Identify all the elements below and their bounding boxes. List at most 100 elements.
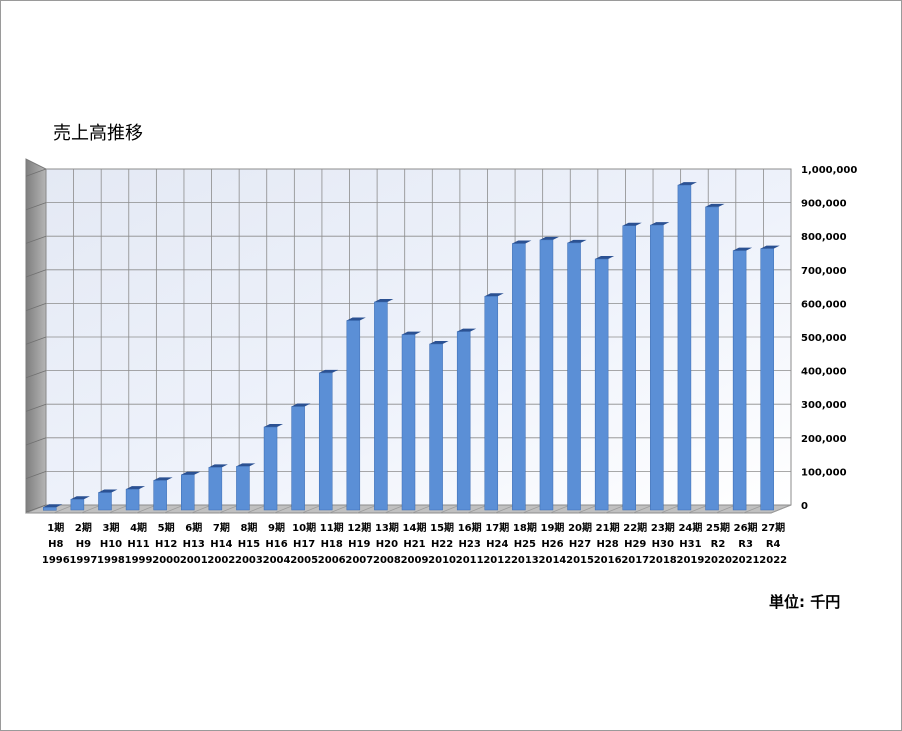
side-grid-line — [25, 235, 47, 244]
bar — [594, 258, 609, 511]
x-tick-label: 12期 — [347, 521, 371, 534]
x-tick-label: H22 — [431, 539, 453, 550]
chart-title: 売上高推移 — [53, 123, 143, 144]
bar-top — [567, 239, 587, 243]
x-tick-label: 2013 — [511, 555, 539, 566]
bar-top — [43, 504, 63, 508]
bar — [567, 242, 581, 511]
bar-top — [484, 293, 504, 297]
bar — [705, 206, 719, 511]
x-tick-label: R2 — [711, 539, 726, 550]
x-tick-label: 2021 — [732, 555, 760, 566]
bar — [208, 467, 223, 511]
floor-grid-line — [743, 504, 764, 514]
x-tick-label: 2018 — [649, 555, 677, 566]
bar — [125, 488, 140, 511]
floor-grid-line — [577, 504, 599, 514]
bar-top — [208, 464, 228, 468]
x-tick-label: 9期 — [268, 521, 285, 534]
x-tick-label: 18期 — [513, 521, 537, 534]
floor-grid-line — [715, 504, 736, 514]
bar-top — [236, 463, 256, 467]
floor-grid-line — [218, 504, 240, 514]
y-tick-label: 300,000 — [801, 400, 847, 411]
floor-grid-line — [246, 504, 267, 514]
floor-grid-line — [274, 504, 295, 514]
floor-grid-line — [439, 504, 461, 514]
bar-top — [319, 369, 339, 373]
x-tick-label: 2010 — [428, 555, 456, 566]
x-tick-label: 2008 — [373, 555, 401, 566]
bar — [650, 224, 664, 511]
bar — [181, 474, 195, 511]
y-tick-label: 800,000 — [801, 232, 847, 243]
bar — [153, 480, 167, 511]
x-tick-label: H20 — [376, 539, 398, 550]
x-tick-label: 2022 — [759, 555, 787, 566]
bar-top — [677, 182, 697, 186]
bar-top — [98, 489, 118, 493]
x-tick-label: H30 — [652, 539, 674, 550]
bar — [318, 372, 333, 511]
bar — [456, 331, 471, 511]
bar — [512, 243, 526, 511]
floor-grid-line — [191, 504, 212, 514]
x-tick-label: H23 — [459, 539, 481, 550]
x-tick-label: 25期 — [706, 521, 730, 534]
x-tick-label: 1996 — [42, 555, 70, 566]
x-tick-label: H25 — [514, 539, 536, 550]
x-tick-label: 10期 — [292, 521, 316, 534]
x-tick-label: 1997 — [69, 555, 97, 566]
x-tick-label: 27期 — [761, 521, 785, 534]
x-tick-label: R4 — [766, 539, 781, 550]
y-tick-label: 600,000 — [801, 299, 847, 310]
x-tick-label: 19期 — [541, 521, 565, 534]
bar-top — [264, 424, 284, 428]
x-tick-label: 7期 — [213, 521, 230, 534]
bar-top — [622, 222, 642, 226]
x-tick-label: 1998 — [97, 555, 125, 566]
unit-label: 単位: 千円 — [769, 593, 841, 611]
x-tick-label: 2期 — [75, 521, 92, 534]
bar-top — [512, 240, 532, 244]
floor-grid-line — [688, 504, 709, 514]
side-wall — [25, 158, 47, 514]
x-tick-label: 2012 — [483, 555, 511, 566]
x-tick-label: H31 — [679, 539, 701, 550]
bar — [429, 343, 443, 511]
floor-grid-line — [412, 504, 433, 514]
y-tick-label: 900,000 — [801, 199, 847, 210]
x-tick-label: 2017 — [621, 555, 649, 566]
x-tick-label: H29 — [624, 539, 646, 550]
x-tick-label: 2009 — [401, 555, 429, 566]
bar-top — [153, 477, 173, 481]
floor-grid-line — [136, 504, 157, 514]
floor-grid-line — [108, 504, 129, 514]
y-tick-label: 0 — [801, 501, 808, 512]
bar — [374, 301, 388, 511]
floor-grid-line — [550, 504, 571, 514]
y-tick-label: 100,000 — [801, 467, 847, 478]
side-grid-line — [25, 471, 47, 479]
x-tick-label: 6期 — [185, 521, 202, 534]
x-tick-label: 2005 — [290, 555, 318, 566]
bar — [98, 492, 112, 511]
x-tick-label: 8期 — [240, 521, 257, 534]
x-tick-label: H16 — [265, 539, 287, 550]
y-tick-label: 400,000 — [801, 367, 847, 378]
bar-top — [374, 299, 394, 303]
x-tick-label: 2006 — [318, 555, 346, 566]
x-tick-label: 2000 — [152, 555, 180, 566]
bar-top — [595, 256, 615, 260]
y-tick-label: 1,000,000 — [801, 165, 857, 176]
x-tick-label: 22期 — [623, 521, 647, 534]
y-tick-label: 200,000 — [801, 434, 847, 445]
x-tick-label: 2019 — [677, 555, 705, 566]
side-grid-line — [25, 336, 47, 345]
bar-top — [346, 317, 366, 321]
x-tick-label: H18 — [321, 539, 343, 550]
x-tick-label: 1期 — [47, 521, 64, 534]
bar — [70, 498, 85, 511]
x-tick-label: 2015 — [566, 555, 594, 566]
